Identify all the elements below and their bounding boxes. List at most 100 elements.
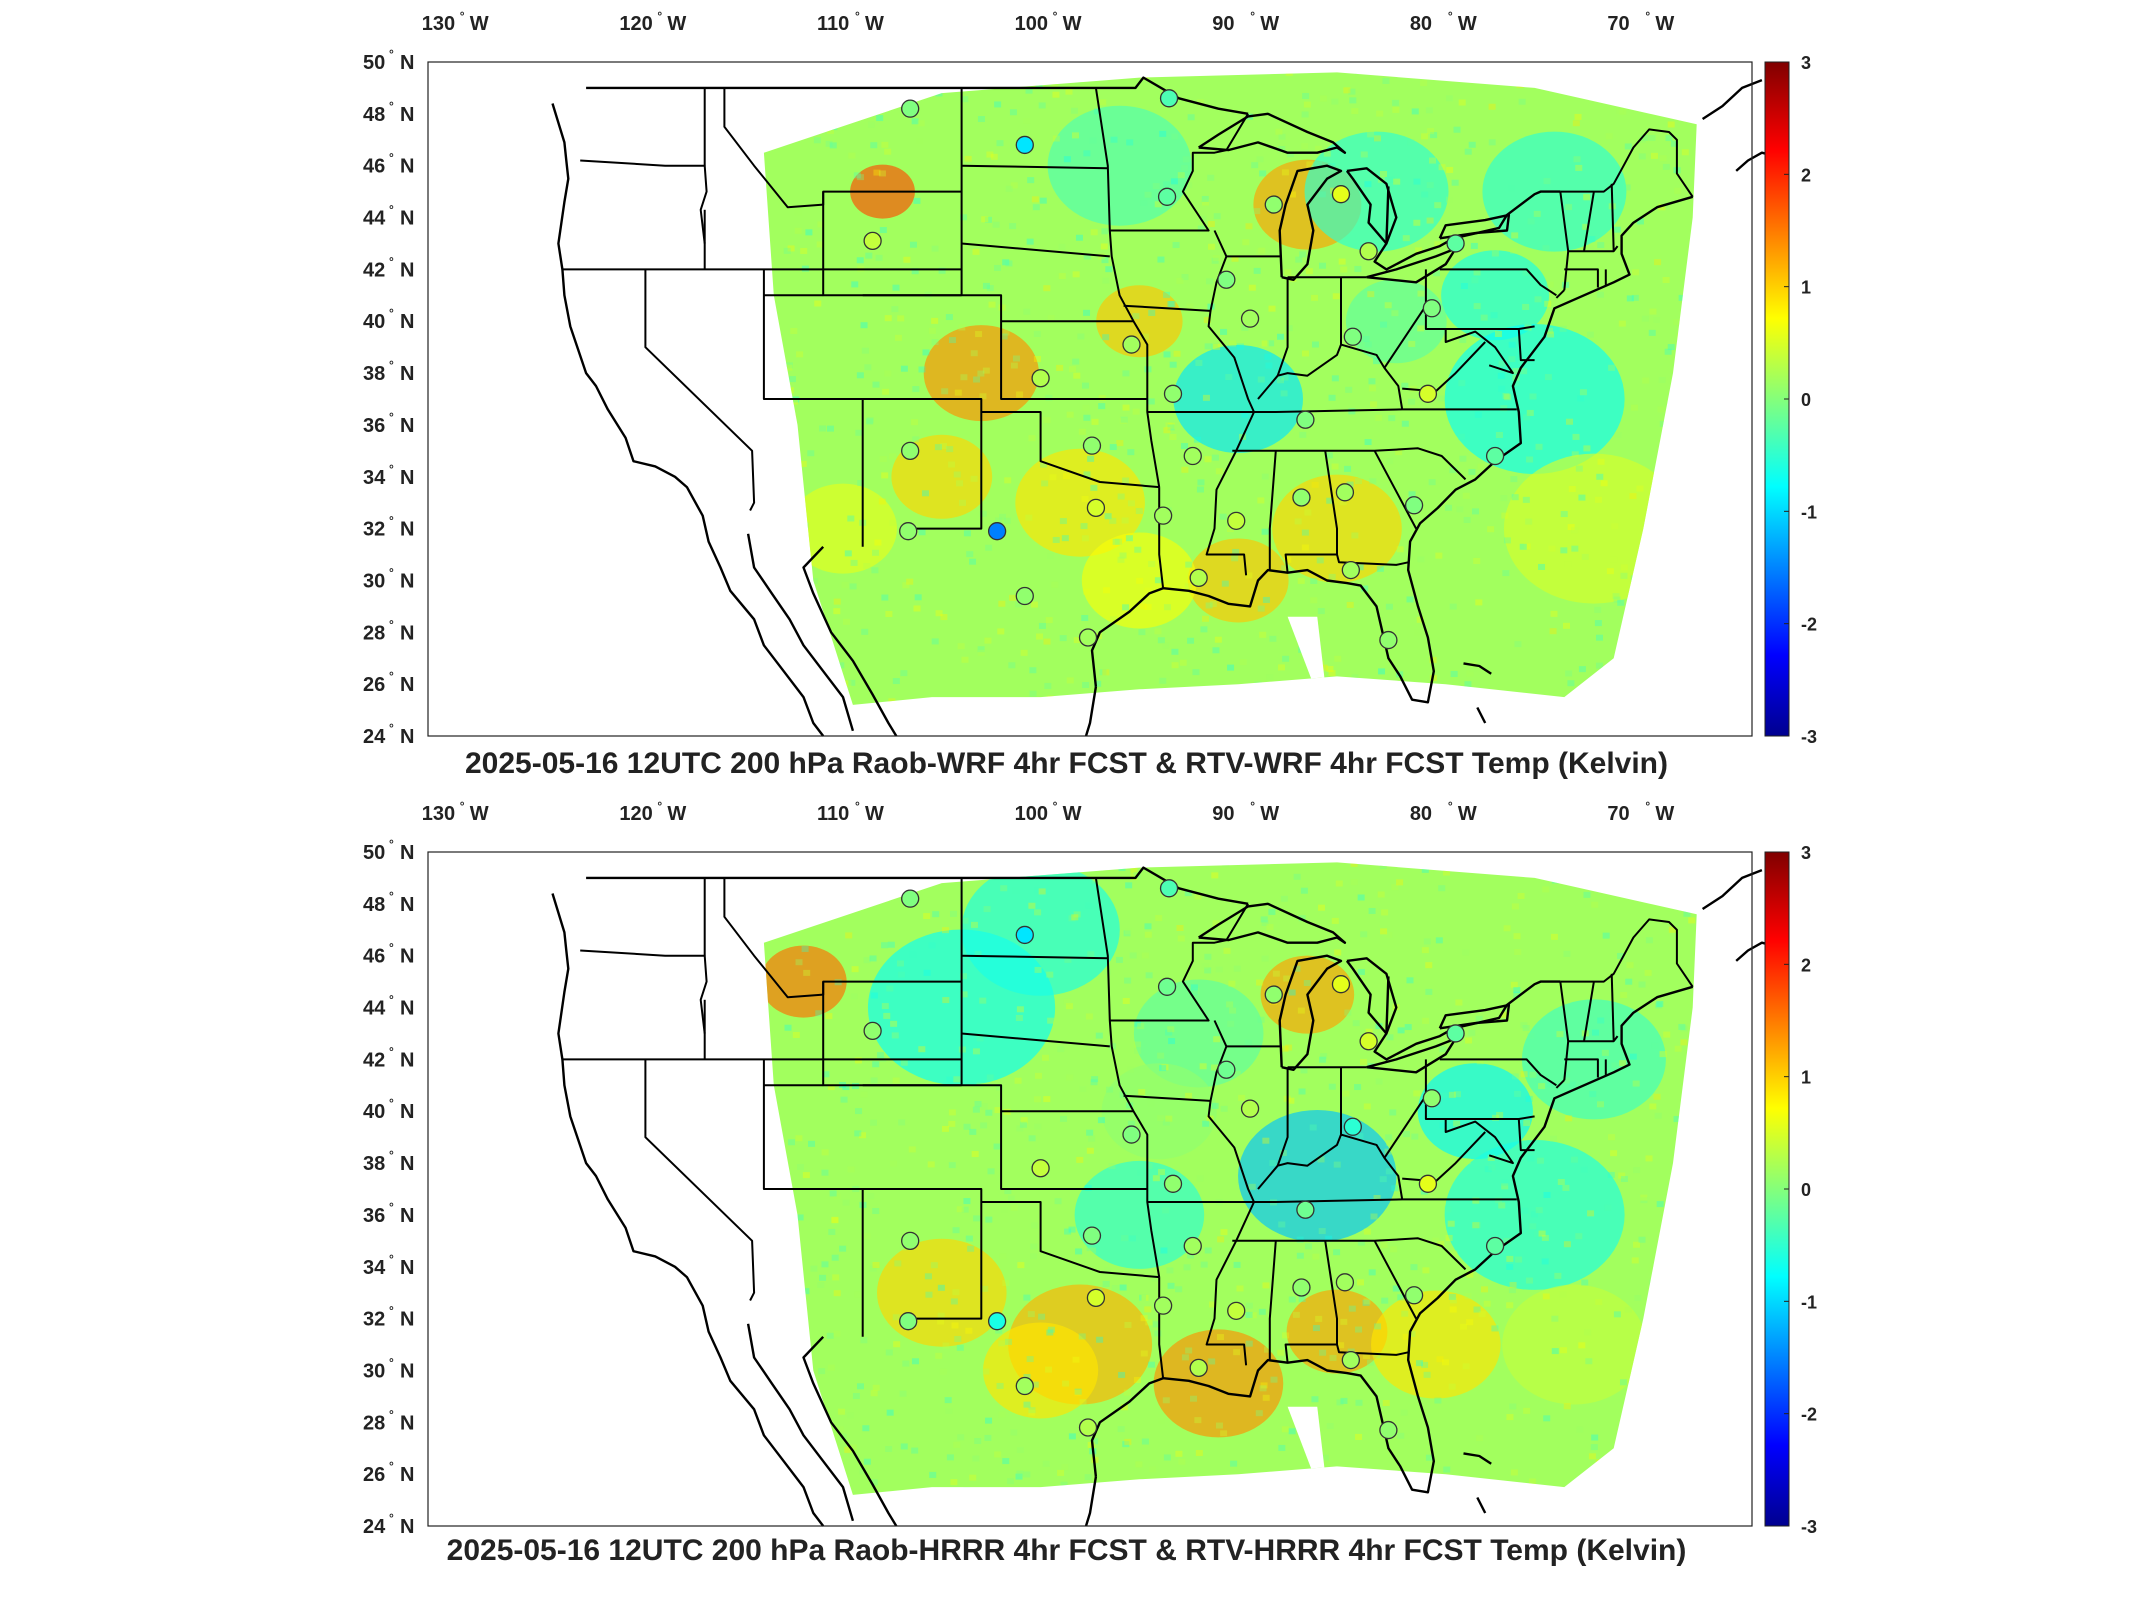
field-speckle [988, 301, 996, 308]
field-speckle [1338, 258, 1346, 265]
field-speckle [1162, 1207, 1170, 1214]
field-speckle [1052, 135, 1060, 142]
field-speckle [864, 364, 872, 371]
field-speckle [1102, 334, 1110, 341]
field-speckle [1619, 1379, 1627, 1386]
field-speckle [1258, 247, 1266, 254]
field-speckle [1546, 281, 1554, 288]
field-speckle [1129, 1235, 1137, 1242]
field-speckle [808, 1140, 816, 1147]
field-speckle [953, 1441, 961, 1448]
field-speckle [903, 256, 911, 263]
field-speckle [1495, 431, 1503, 438]
field-speckle [1386, 1139, 1394, 1146]
field-speckle [1076, 1156, 1084, 1163]
field-speckle [1141, 333, 1149, 340]
lat-suffix: N [400, 726, 414, 748]
field-speckle [1257, 497, 1265, 504]
field-speckle [961, 96, 969, 103]
field-speckle [792, 1032, 800, 1039]
field-speckle [972, 1106, 980, 1113]
lat-suffix: N [400, 1049, 414, 1071]
field-speckle [1060, 1481, 1068, 1488]
field-speckle [1674, 1045, 1682, 1052]
field-speckle [1340, 1318, 1348, 1325]
field-speckle [1026, 238, 1034, 245]
field-speckle [1508, 356, 1516, 363]
field-speckle [863, 563, 871, 570]
field-speckle [1061, 1464, 1069, 1471]
field-speckle [942, 997, 950, 1004]
field-speckle [1020, 1117, 1028, 1124]
field-speckle [1259, 631, 1267, 638]
field-speckle [1219, 513, 1227, 520]
lat-tick-label: 38 [363, 1153, 385, 1175]
field-speckle [1023, 1471, 1031, 1478]
field-speckle [1302, 92, 1310, 99]
field-speckle [1204, 953, 1212, 960]
field-speckle [1281, 565, 1289, 572]
field-speckle [1027, 177, 1035, 184]
field-speckle [1229, 1007, 1237, 1014]
field-speckle [1051, 581, 1059, 588]
field-speckle [1535, 443, 1543, 450]
field-speckle [999, 1253, 1007, 1260]
field-speckle [984, 216, 992, 223]
field-speckle [1256, 156, 1264, 163]
field-speckle [1618, 320, 1626, 327]
field-speckle [1319, 95, 1327, 102]
field-speckle [1297, 577, 1305, 584]
field-speckle [841, 581, 849, 588]
field-speckle [860, 1337, 868, 1344]
field-speckle [891, 1032, 899, 1039]
lat-tick-label: 30 [363, 570, 385, 592]
field-speckle [827, 1364, 835, 1371]
field-speckle [1059, 635, 1067, 642]
field-speckle [1201, 199, 1209, 206]
field-speckle [1255, 248, 1263, 255]
field-speckle [1278, 664, 1286, 671]
field-speckle [1450, 1250, 1458, 1257]
field-speckle [1597, 458, 1605, 465]
lat-tick-label: 28 [363, 1412, 385, 1434]
field-speckle [878, 498, 886, 505]
field-speckle [1263, 1346, 1271, 1353]
field-speckle [1361, 585, 1369, 592]
degree-mark: ° [389, 1096, 394, 1110]
field-speckle [1248, 284, 1256, 291]
field-speckle [1310, 577, 1318, 584]
field-speckle [840, 1096, 848, 1103]
field-speckle [1568, 485, 1576, 492]
field-speckle [863, 1458, 871, 1465]
field-speckle [1159, 130, 1167, 137]
field-speckle [1491, 250, 1499, 257]
field-speckle [848, 679, 856, 686]
station-marker [1359, 1032, 1378, 1051]
field-speckle [961, 1206, 969, 1213]
field-speckle [1328, 1083, 1336, 1090]
field-speckle [994, 1451, 1002, 1458]
field-speckle [1618, 1172, 1626, 1179]
field-speckle [1119, 1284, 1127, 1291]
field-speckle [1299, 431, 1307, 438]
field-speckle [870, 1119, 878, 1126]
field-speckle [1293, 873, 1301, 880]
field-speckle [1357, 1239, 1365, 1246]
field-speckle [1626, 295, 1634, 302]
field-speckle [906, 578, 914, 585]
field-speckle [1123, 1389, 1131, 1396]
field-speckle [1523, 1407, 1531, 1414]
field-speckle [1305, 1243, 1313, 1250]
lat-suffix: N [400, 1205, 414, 1227]
field-speckle [1473, 1222, 1481, 1229]
field-speckle [1028, 1407, 1036, 1414]
field-speckle [1528, 1478, 1536, 1485]
field-speckle [1168, 1038, 1176, 1045]
field-speckle [1213, 213, 1221, 220]
field-speckle [1300, 887, 1308, 894]
field-speckle [1301, 350, 1309, 357]
field-speckle [1563, 1065, 1571, 1072]
field-speckle [1144, 923, 1152, 930]
field-speckle [948, 1109, 956, 1116]
field-speckle [1179, 659, 1187, 666]
